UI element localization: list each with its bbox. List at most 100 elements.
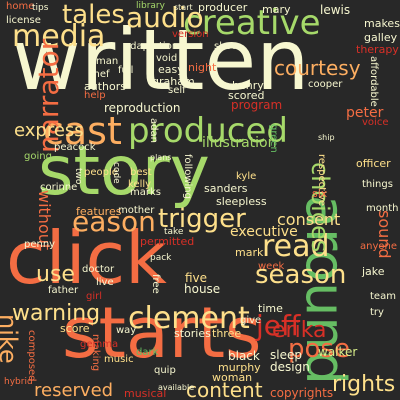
word-peacock: peacock: [54, 142, 96, 153]
word-program: program: [231, 98, 283, 112]
word-eason: eason: [72, 205, 156, 238]
word-starts: starts: [62, 292, 262, 374]
word-available: available: [158, 383, 195, 392]
word-five: five: [185, 271, 208, 285]
word-peter: peter: [346, 105, 384, 121]
word-free: free: [150, 274, 161, 294]
word-team: team: [370, 291, 396, 302]
word-audio: audio: [126, 1, 204, 34]
word-story: story: [38, 132, 210, 211]
word-adaptations: adaptations: [124, 41, 184, 52]
word-score: score: [60, 322, 90, 335]
word-anyone: anyone: [360, 241, 397, 252]
word-musical: musical: [124, 387, 167, 400]
word-courtesy: courtesy: [274, 56, 361, 80]
word-adan: adan: [148, 118, 159, 143]
word-green: green: [268, 124, 279, 153]
word-plans: plans: [150, 153, 172, 162]
word-pack: pack: [150, 253, 172, 263]
word-father: father: [48, 285, 79, 296]
word-mother: mother: [118, 205, 155, 216]
word-murphy: murphy: [218, 361, 261, 374]
word-people: people: [84, 167, 118, 178]
word-scored: scored: [228, 89, 265, 102]
word-way: way: [116, 325, 137, 336]
word-mary: mary: [262, 3, 291, 16]
word-take: take: [164, 227, 184, 237]
word-officer: officer: [356, 157, 391, 170]
word-stories: stories: [174, 327, 211, 340]
word-henry: henry: [232, 79, 264, 92]
word-erika: erika: [272, 318, 327, 343]
word-features: features: [76, 205, 122, 218]
word-sleep: sleep: [270, 348, 302, 362]
word-rights: rights: [332, 372, 396, 397]
word-sanders: sanders: [204, 182, 248, 195]
word-graham: graham: [152, 75, 195, 88]
word-self: self: [168, 85, 186, 96]
word-click: click: [6, 216, 167, 300]
word-cast: cast: [43, 109, 122, 153]
word-license: license: [6, 15, 41, 26]
word-black: black: [228, 349, 260, 363]
word-full: full: [118, 65, 134, 76]
word-tips: tips: [32, 3, 49, 13]
word-express: express: [14, 120, 84, 141]
word-written: written: [12, 11, 310, 109]
word-time: time: [258, 302, 283, 315]
word-going: going: [24, 151, 52, 162]
word-season: season: [255, 260, 347, 290]
word-doctor: doctor: [82, 264, 115, 275]
word-makes: makes: [364, 17, 400, 30]
word-illustration: illustration: [202, 135, 277, 151]
word-jake: jake: [362, 265, 385, 278]
word-library: library: [136, 1, 165, 11]
word-house: house: [184, 282, 221, 296]
word-copyrights: copyrights: [270, 386, 334, 400]
word-authors: authors: [84, 80, 126, 93]
word-read: read: [262, 229, 330, 264]
word-ship: ship: [318, 133, 335, 142]
word-kyle: kyle: [236, 171, 257, 182]
word-chef: chef: [88, 69, 110, 80]
word-media: media: [12, 19, 106, 54]
word-month: month: [366, 203, 399, 214]
word-live: live: [96, 277, 114, 288]
word-lewis: lewis: [320, 3, 351, 17]
word-code: code: [111, 162, 121, 184]
word-voice: voice: [362, 117, 389, 128]
word-cooper: cooper: [308, 79, 343, 90]
word-use: use: [36, 262, 75, 287]
word-composed: composed: [26, 330, 37, 382]
word-affordable: affordable: [368, 56, 379, 107]
word-hybrid: hybrid: [4, 377, 33, 387]
word-help: help: [84, 90, 106, 101]
word-night: night: [188, 61, 217, 74]
word-start: start: [174, 3, 193, 12]
word-gemma: gemma: [80, 339, 119, 350]
word-therapy: therapy: [356, 43, 399, 56]
word-kelly: kelly: [128, 179, 152, 190]
word-music: music: [104, 354, 134, 365]
word-producer: producer: [198, 1, 248, 14]
word-executive: executive: [230, 224, 298, 240]
word-version: version: [172, 29, 209, 40]
word-dark: dark: [136, 347, 159, 358]
word-best: best: [130, 167, 152, 178]
word-reproduction: reproduction: [104, 101, 181, 115]
word-design: design: [270, 360, 310, 374]
word-clement: clement: [128, 301, 250, 336]
word-sleepless: sleepless: [216, 195, 267, 208]
word-six: six: [312, 187, 328, 200]
word-show: show: [214, 41, 240, 52]
word-girl: girl: [86, 291, 103, 302]
word-quip: quip: [154, 365, 176, 376]
word-man: man: [96, 56, 119, 67]
word-warning: warning: [12, 301, 101, 326]
word-trigger: trigger: [158, 204, 246, 234]
word-home: home: [6, 1, 35, 12]
word-consent: consent: [277, 210, 341, 229]
word-mark: mark: [235, 246, 264, 259]
word-week: week: [258, 261, 285, 272]
word-reserved: reserved: [34, 380, 114, 400]
